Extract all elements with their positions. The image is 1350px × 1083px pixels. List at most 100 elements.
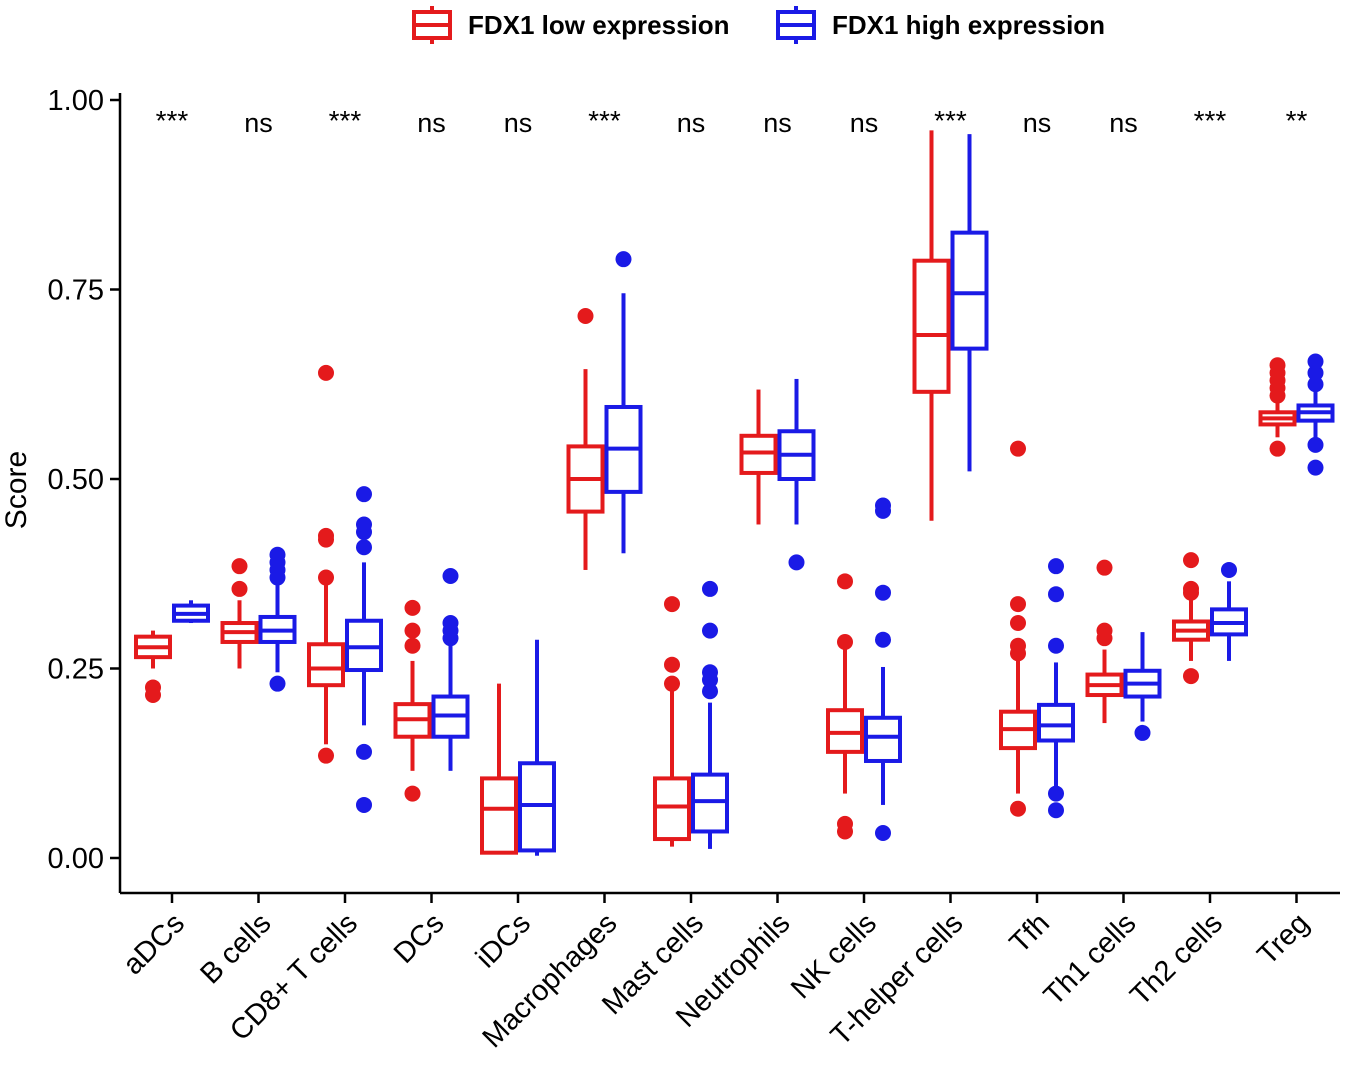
box-group <box>691 580 729 849</box>
box-group <box>1296 353 1335 476</box>
outlier-point <box>1010 596 1026 613</box>
significance-label: *** <box>934 105 967 136</box>
box-group <box>393 599 432 802</box>
box-group <box>220 558 259 669</box>
significance-label: ns <box>1023 108 1052 138</box>
box <box>653 776 691 842</box>
box-group <box>739 389 778 525</box>
outlier-point <box>1307 364 1324 381</box>
outlier-point <box>577 308 594 325</box>
box-group <box>950 134 989 472</box>
x-tick-label: B cells <box>194 907 277 990</box>
legend-item: FDX1 low expression <box>412 6 730 44</box>
box-group <box>826 573 864 840</box>
box <box>1037 702 1075 743</box>
outlier-point <box>1096 559 1113 576</box>
outlier-point <box>1183 668 1199 685</box>
box-group <box>566 308 605 570</box>
outlier-point <box>664 675 680 692</box>
box-group <box>480 683 518 855</box>
outlier-point <box>1269 440 1286 457</box>
box-group <box>999 440 1037 817</box>
outlier-point <box>318 747 334 764</box>
outlier-point <box>269 546 286 563</box>
outlier-point <box>702 683 718 700</box>
outlier-point <box>875 824 891 841</box>
y-tick-label: 0.50 <box>48 464 104 496</box>
legend-label: FDX1 high expression <box>832 10 1105 40</box>
outlier-point <box>442 568 459 585</box>
box-group <box>912 130 951 521</box>
significance-label: ** <box>1286 105 1308 136</box>
outlier-point <box>875 584 891 601</box>
outlier-point <box>318 364 334 381</box>
box <box>950 230 989 351</box>
x-tick-label: DCs <box>388 907 451 970</box>
x-tick-label: Th1 cells <box>1038 907 1143 1012</box>
legend: FDX1 low expression FDX1 high expression <box>412 6 1105 44</box>
boxes <box>134 130 1335 856</box>
box-group <box>1172 552 1210 685</box>
outlier-point <box>356 796 372 813</box>
box <box>307 642 345 688</box>
y-tick-label: 0.25 <box>48 654 104 686</box>
outlier-point <box>404 637 421 654</box>
box-group <box>172 600 210 624</box>
outlier-point <box>318 527 334 544</box>
x-tick-label: Th2 cells <box>1124 907 1229 1012</box>
outlier-point <box>231 558 248 575</box>
outlier-point <box>442 615 459 632</box>
outlier-point <box>1307 459 1324 476</box>
outlier-point <box>1183 552 1199 569</box>
outlier-point <box>875 497 891 514</box>
outlier-point <box>1221 561 1237 578</box>
box-group <box>864 497 902 841</box>
outlier-point <box>1048 637 1064 654</box>
outlier-point <box>837 815 853 832</box>
box-group <box>777 378 816 571</box>
significance-label: *** <box>329 105 362 136</box>
outlier-point <box>664 656 680 673</box>
y-axis-ticks: 0.00 0.25 0.50 0.75 1.00 <box>48 85 120 875</box>
x-tick-label: aDCs <box>117 907 191 981</box>
box <box>912 258 951 394</box>
outlier-point <box>318 569 334 586</box>
y-tick-label: 0.75 <box>48 275 104 307</box>
outlier-point <box>1307 376 1324 393</box>
y-tick-label: 0.00 <box>48 843 104 875</box>
box-group <box>518 639 556 856</box>
legend-item: FDX1 high expression <box>776 6 1105 44</box>
outlier-point <box>356 539 372 556</box>
outlier-point <box>664 596 680 613</box>
significance-label: ns <box>244 108 273 138</box>
outlier-point <box>1134 724 1151 741</box>
outlier-point <box>1307 436 1324 453</box>
outlier-point <box>356 516 372 533</box>
box-group <box>1085 559 1124 724</box>
outlier-point <box>356 486 372 503</box>
outlier-point <box>1048 558 1064 575</box>
box-group <box>1258 357 1297 457</box>
box-group <box>134 630 172 704</box>
outlier-point <box>1010 637 1026 654</box>
significance-label: *** <box>156 105 189 136</box>
box-group <box>345 486 383 813</box>
x-tick-label: iDCs <box>470 907 537 974</box>
outlier-point <box>404 622 421 639</box>
outlier-point <box>1010 615 1026 632</box>
box-group <box>258 546 297 692</box>
significance-label: ns <box>677 108 706 138</box>
box-group <box>653 596 691 847</box>
box-group <box>431 568 470 771</box>
outlier-point <box>145 687 161 704</box>
significance-label: ns <box>417 108 446 138</box>
outlier-point <box>1048 586 1064 603</box>
outlier-point <box>269 675 286 692</box>
significance-label: *** <box>588 105 621 136</box>
outlier-point <box>1307 353 1324 370</box>
box <box>480 776 518 855</box>
box-group <box>604 251 643 554</box>
box-group <box>1037 558 1075 819</box>
